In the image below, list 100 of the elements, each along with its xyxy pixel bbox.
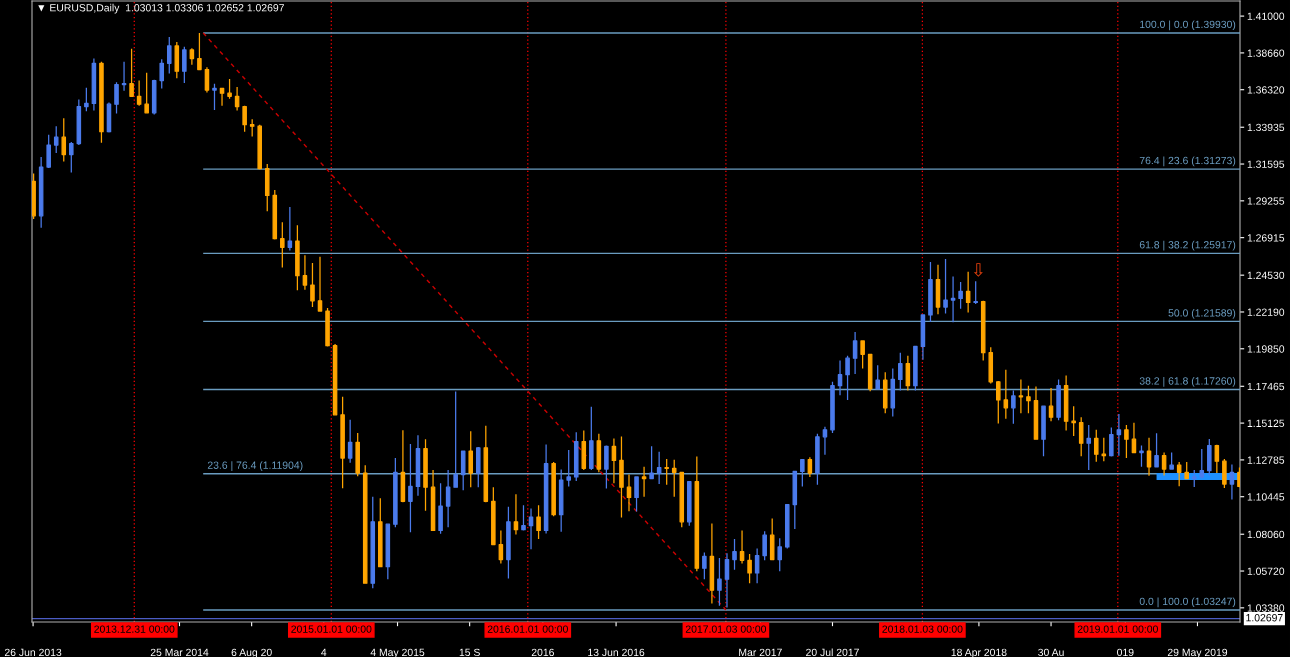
- series-label: 100.0 | 0.0 (1.39930): [1140, 20, 1236, 31]
- candlestick: [626, 473, 632, 512]
- candlestick: [302, 254, 308, 291]
- y-tick-label: 1.36320: [1247, 86, 1285, 94]
- candlestick: [340, 396, 345, 489]
- candlestick: [1207, 438, 1212, 477]
- candlestick: [1139, 444, 1144, 468]
- candlestick: [1214, 444, 1220, 474]
- candlestick: [1176, 461, 1182, 487]
- candlestick: [611, 437, 617, 484]
- series-label: 76.4 | 23.6 (1.31273): [1139, 156, 1236, 167]
- candlestick: [234, 86, 240, 112]
- candlestick: [709, 522, 715, 605]
- candlestick: [84, 87, 89, 112]
- series-label: 38.2 | 61.8 (1.17260): [1139, 376, 1236, 387]
- candlestick: [287, 206, 293, 252]
- candlestick: [996, 380, 1001, 425]
- candlestick: [1086, 424, 1092, 471]
- candlestick: [528, 507, 534, 550]
- candlestick: [521, 504, 526, 532]
- y-tick-label: 1.12785: [1247, 456, 1285, 464]
- candlestick: [91, 57, 97, 112]
- candlestick: [159, 58, 165, 90]
- candlestick: [852, 331, 858, 375]
- candlestick: [317, 256, 323, 313]
- candlestick: [242, 105, 247, 133]
- candlestick: [724, 552, 730, 609]
- candlestick: [792, 470, 798, 530]
- y-tick-label: 1.38660: [1247, 49, 1285, 57]
- candlestick: [204, 66, 210, 94]
- candlestick: [815, 433, 820, 486]
- candlestick: [543, 443, 549, 535]
- candlestick: [551, 461, 556, 517]
- candlestick: [656, 451, 662, 485]
- candlestick: [1161, 451, 1167, 477]
- candlestick: [558, 468, 564, 533]
- candlestick: [151, 79, 157, 116]
- candlestick: [732, 538, 737, 571]
- candlestick: [166, 36, 172, 75]
- series-label: 61.8 | 38.2 (1.25917): [1139, 240, 1236, 251]
- candlestick: [717, 557, 722, 607]
- candlestick: [1229, 463, 1235, 501]
- candlestick: [807, 456, 813, 478]
- candlestick: [536, 504, 541, 540]
- candlestick: [32, 172, 36, 220]
- candlestick: [1056, 378, 1061, 421]
- candlestick: [875, 364, 880, 390]
- candlestick: [362, 464, 368, 584]
- candlestick: [1116, 413, 1122, 457]
- candlestick: [182, 46, 187, 84]
- candlestick: [1041, 404, 1046, 457]
- series-label: 50.0 (1.21589): [1168, 308, 1236, 319]
- candlestick: [845, 355, 850, 401]
- candlestick: [687, 481, 692, 527]
- candlestick: [1078, 416, 1084, 457]
- candlestick: [913, 345, 918, 392]
- candlestick: [453, 390, 458, 488]
- candlestick: [38, 156, 44, 229]
- candlestick: [53, 125, 59, 154]
- candlestick: [581, 429, 587, 471]
- candlestick: [619, 435, 624, 519]
- candlestick: [347, 419, 353, 464]
- candlestick: [739, 529, 745, 565]
- candlestick: [136, 79, 142, 107]
- candlestick: [762, 530, 767, 561]
- candlestick: [634, 475, 639, 513]
- candlestick: [99, 61, 104, 144]
- candlestick: [679, 471, 685, 528]
- candlestick: [76, 98, 82, 146]
- ref-line-label: 2019.01.01 00:00: [1077, 625, 1158, 633]
- candlestick: [837, 359, 843, 396]
- candlestick: [1011, 389, 1016, 425]
- ref-line-label: 2017.01.03 00:00: [685, 625, 767, 633]
- x-tick-label: 25 Mar 2014: [150, 648, 209, 657]
- y-tick-label: 1.31595: [1247, 160, 1285, 168]
- candlestick: [589, 406, 594, 471]
- candlestick: [212, 83, 217, 111]
- candlestick: [430, 469, 436, 532]
- candlestick: [408, 443, 413, 533]
- candlestick: [1018, 378, 1024, 414]
- x-tick-label: 019: [1117, 648, 1134, 657]
- candlestick: [596, 433, 602, 473]
- candlestick: [860, 340, 865, 370]
- y-tick-label: 1.08060: [1247, 530, 1285, 539]
- candlestick: [1199, 448, 1205, 480]
- candlestick: [468, 430, 474, 488]
- candlestick: [174, 41, 180, 79]
- candlestick: [325, 307, 330, 348]
- candlestick: [264, 163, 270, 212]
- candlestick: [295, 224, 300, 291]
- candlestick: [483, 425, 489, 503]
- candlestick: [370, 496, 376, 589]
- candlestick: [506, 506, 511, 580]
- candlestick: [513, 493, 519, 536]
- candlestick: [769, 517, 775, 561]
- chart-title: ▼ EURUSD,Daily 1.03013 1.03306 1.02652 1.02697: [38, 3, 284, 14]
- x-tick-label: 30 Au: [1038, 648, 1064, 657]
- candlestick: [491, 486, 496, 546]
- candlestick: [1191, 469, 1197, 488]
- candlestick: [415, 434, 421, 497]
